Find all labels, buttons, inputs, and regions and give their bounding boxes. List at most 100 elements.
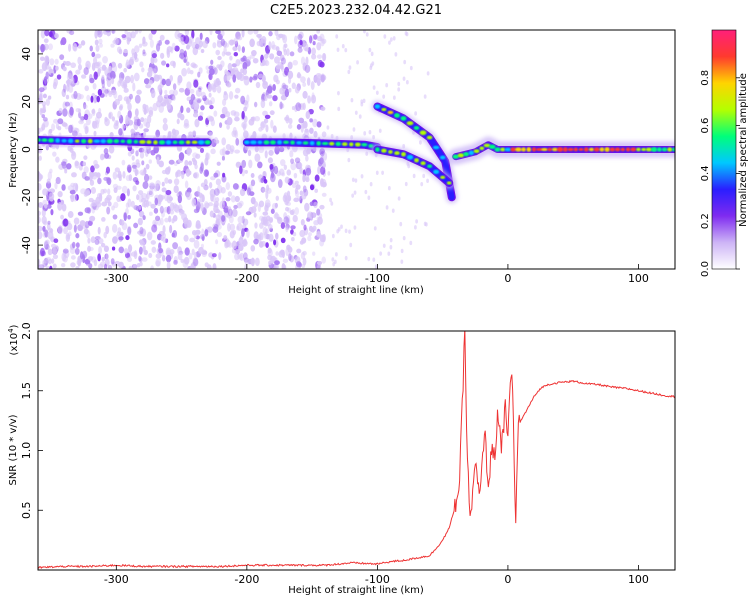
spectrogram-noise-dot bbox=[150, 265, 154, 269]
spectrogram-noise-dot bbox=[287, 70, 294, 80]
spectrogram-noise-dot bbox=[256, 40, 262, 47]
spectrogram-noise-dot bbox=[45, 62, 50, 70]
spectrogram-noise-dot bbox=[148, 79, 153, 85]
spectrogram-noise-dot bbox=[204, 262, 209, 268]
spectrogram-noise-dot bbox=[135, 169, 140, 175]
spectrogram-noise-dot bbox=[108, 145, 115, 154]
spectrogram-noise-dot bbox=[206, 115, 213, 121]
spectrogram-trace-blob bbox=[599, 147, 605, 152]
spectrogram-noise-dot bbox=[254, 222, 258, 229]
spectrogram-noise-dot bbox=[192, 258, 199, 267]
spectrogram-noise-dot bbox=[149, 187, 154, 195]
spectrogram-noise-dot bbox=[150, 240, 156, 245]
spectrogram-noise-dot bbox=[199, 111, 204, 117]
spectrogram-noise-dot bbox=[195, 153, 201, 159]
spectrogram-noise-dot bbox=[197, 115, 204, 121]
spectrogram-noise-dot bbox=[87, 245, 92, 252]
spectrogram-trace-blob bbox=[309, 141, 315, 146]
spectrogram-noise-dot bbox=[105, 176, 111, 184]
snr-x-label: Height of straight line (km) bbox=[288, 585, 424, 596]
spectrogram-noise-dot bbox=[200, 49, 205, 54]
spectrogram-noise-dot bbox=[83, 155, 88, 160]
spectrogram-noise-dot bbox=[94, 239, 100, 245]
spectrogram-noise-dot bbox=[91, 109, 96, 114]
spectrogram-trace-blob bbox=[257, 140, 263, 145]
spectrogram-noise-dot bbox=[89, 77, 95, 84]
spectrogram-noise-dot bbox=[282, 258, 289, 264]
spectrogram-noise-dot bbox=[183, 256, 190, 265]
spectrogram-noise-dot bbox=[194, 163, 198, 170]
spectrogram-noise-dot bbox=[132, 264, 138, 269]
spectrogram-noise-dot bbox=[159, 34, 165, 41]
spectrogram-noise-dot bbox=[164, 177, 169, 184]
spectrogram-noise-dot bbox=[148, 211, 153, 216]
spectrogram-noise-dot bbox=[93, 159, 98, 166]
spectrogram-noise-dot bbox=[90, 236, 96, 244]
spectrogram-noise-dot bbox=[260, 99, 266, 109]
spectrogram-noise-dot bbox=[226, 213, 232, 219]
spectrogram-trace-blob bbox=[335, 141, 341, 146]
spectrogram-trace-blob bbox=[406, 154, 414, 160]
spectrogram-noise-dot bbox=[292, 231, 297, 237]
spectrogram-noise-dot bbox=[266, 184, 270, 192]
spectrogram-noise-dot bbox=[112, 171, 118, 180]
spectrogram-noise-dot bbox=[173, 185, 179, 194]
spectrogram-noise-dot bbox=[89, 45, 93, 52]
spectrogram-noise-dot bbox=[258, 241, 264, 248]
snr-series-line bbox=[38, 331, 675, 569]
spectrogram-trace-blob bbox=[468, 150, 474, 156]
spectrogram-noise-dot bbox=[121, 159, 126, 166]
spectrogram-noise-dot bbox=[61, 184, 66, 191]
spectrogram-noise-dot bbox=[151, 52, 157, 59]
spectrogram-noise-dot bbox=[102, 55, 108, 64]
spectrogram-noise-dot bbox=[341, 44, 345, 49]
spectrogram-noise-dot bbox=[268, 260, 272, 266]
spectrogram-noise-dot bbox=[140, 197, 147, 203]
spectrogram-noise-dot bbox=[139, 61, 144, 68]
spectrogram-noise-dot bbox=[262, 81, 268, 86]
spectrogram-noise-dot bbox=[115, 234, 119, 242]
spectrogram-noise-dot bbox=[372, 135, 375, 140]
spectrogram-trace-blob bbox=[165, 140, 172, 145]
spectrogram-noise-dot bbox=[154, 197, 159, 206]
spectrogram-noise-dot bbox=[133, 250, 138, 260]
spectrogram-noise-dot bbox=[229, 148, 234, 155]
spectrogram-noise-dot bbox=[85, 117, 91, 126]
snr-scale-factor: (x104) bbox=[7, 324, 20, 355]
spectrogram-noise-dot bbox=[106, 206, 111, 215]
spectrogram-noise-dot bbox=[243, 115, 248, 123]
x-tick-label: 100 bbox=[628, 573, 649, 586]
spectrogram-noise-dot bbox=[83, 166, 89, 174]
spectrogram-noise-dot bbox=[139, 151, 145, 159]
spectrogram-noise-dot bbox=[108, 65, 112, 73]
spectrogram-noise-dot bbox=[150, 89, 156, 99]
spectrogram-noise-dot bbox=[114, 98, 120, 106]
spectrogram-noise-dot bbox=[320, 106, 326, 111]
spectrogram-noise-dot bbox=[400, 248, 404, 254]
y-tick-label: -40 bbox=[20, 236, 33, 254]
spectrogram-noise-dot bbox=[192, 257, 199, 266]
spectrogram-trace-blob bbox=[630, 147, 637, 152]
spectrogram-noise-dot bbox=[118, 128, 123, 136]
spectrogram-noise-dot bbox=[137, 217, 143, 226]
spectrogram-noise-dot bbox=[277, 217, 283, 225]
spectrogram-noise-dot bbox=[262, 188, 267, 193]
spectrogram-noise-dot bbox=[165, 63, 170, 68]
spectrogram-noise-dot bbox=[233, 51, 239, 57]
spectrogram-noise-dot bbox=[120, 219, 125, 226]
spectrogram-noise-dot bbox=[59, 54, 65, 60]
spectrogram-noise-dot bbox=[91, 199, 97, 207]
spectrogram-trace-blob bbox=[133, 139, 139, 144]
spectrogram-noise-dot bbox=[38, 264, 45, 269]
spectrogram-noise-dot bbox=[319, 157, 324, 165]
spectrogram-noise-dot bbox=[313, 130, 318, 138]
spectrogram-noise-dot bbox=[112, 64, 118, 73]
spectrogram-noise-dot bbox=[176, 169, 182, 177]
spectrogram-noise-dot bbox=[66, 72, 73, 82]
spectrogram-noise-dot bbox=[326, 125, 330, 130]
spectrogram-noise-dot bbox=[264, 114, 271, 119]
spectrogram-heat-layer bbox=[38, 30, 675, 269]
spectrogram-trace-blob bbox=[588, 147, 595, 152]
spectrogram-noise-dot bbox=[156, 156, 160, 165]
spectrogram-noise-dot bbox=[253, 201, 259, 208]
